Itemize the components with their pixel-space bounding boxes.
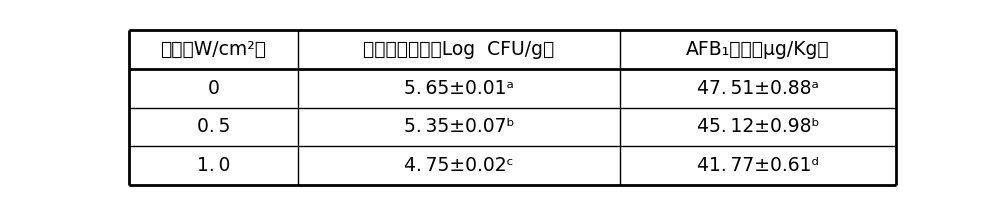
Text: 功率（W/cm²）: 功率（W/cm²） — [160, 40, 266, 59]
Text: 47. 51±0.88ᵃ: 47. 51±0.88ᵃ — [697, 79, 819, 98]
Text: 0. 5: 0. 5 — [197, 117, 230, 136]
Text: 41. 77±0.61ᵈ: 41. 77±0.61ᵈ — [697, 156, 819, 175]
Text: 45. 12±0.98ᵇ: 45. 12±0.98ᵇ — [697, 117, 819, 136]
Text: 0: 0 — [207, 79, 219, 98]
Text: 4. 75±0.02ᶜ: 4. 75±0.02ᶜ — [404, 156, 514, 175]
Text: 5. 35±0.07ᵇ: 5. 35±0.07ᵇ — [404, 117, 514, 136]
Text: AFB₁浓度（μg/Kg）: AFB₁浓度（μg/Kg） — [686, 40, 830, 59]
Text: 黄曲霉菌落数（Log  CFU/g）: 黄曲霉菌落数（Log CFU/g） — [363, 40, 554, 59]
Text: 1. 0: 1. 0 — [197, 156, 230, 175]
Text: 5. 65±0.01ᵃ: 5. 65±0.01ᵃ — [404, 79, 514, 98]
